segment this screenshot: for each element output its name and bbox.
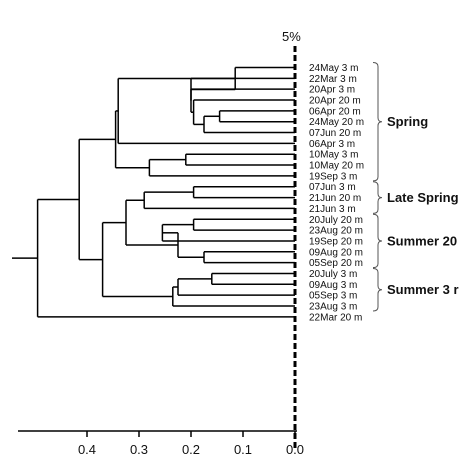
leaf-label: 20July 20 m	[309, 215, 363, 226]
leaf-label: 05Sep 20 m	[309, 258, 363, 269]
axis-tick-label: 0.1	[234, 442, 252, 457]
leaf-label: 06Apr 20 m	[309, 106, 361, 117]
leaf-label: 21Jun 20 m	[309, 193, 361, 204]
axis-tick-label: 0.4	[78, 442, 96, 457]
group-label: Spring	[387, 114, 428, 129]
cutoff-label: 5%	[282, 29, 301, 44]
leaf-label: 19Sep 20 m	[309, 236, 363, 247]
group-brackets	[372, 62, 383, 312]
group-bracket	[372, 62, 383, 182]
leaf-label: 24May 20 m	[309, 117, 364, 128]
leaf-label: 09Aug 3 m	[309, 280, 357, 291]
leaf-label: 21Jun 3 m	[309, 204, 356, 215]
group-bracket	[372, 267, 383, 312]
group-label: Late Spring	[387, 190, 459, 205]
group-label: Summer 20	[387, 233, 457, 248]
leaf-label: 22Mar 3 m	[309, 74, 357, 85]
axis-tick-label: 0.2	[182, 442, 200, 457]
leaf-label: 23Aug 3 m	[309, 301, 357, 312]
leaf-label: 24May 3 m	[309, 63, 358, 74]
group-labels: Spring Late Spring Summer 20 Summer 3 r	[387, 114, 459, 297]
leaf-label: 05Sep 3 m	[309, 291, 357, 302]
group-bracket	[372, 213, 383, 269]
leaf-label: 10May 3 m	[309, 150, 358, 161]
dendrogram-tree	[12, 66, 295, 318]
leaf-label: 10May 20 m	[309, 161, 364, 172]
group-label: Summer 3 r	[387, 282, 459, 297]
leaf-label: 06Apr 3 m	[309, 139, 355, 150]
distance-axis: 0.4 0.3 0.2 0.1 0.0	[18, 430, 304, 457]
leaf-label: 19Sep 3 m	[309, 171, 357, 182]
leaf-label: 07Jun 20 m	[309, 128, 361, 139]
leaf-label: 09Aug 20 m	[309, 247, 363, 258]
axis-tick-label: 0.3	[130, 442, 148, 457]
leaf-label: 20July 3 m	[309, 269, 357, 280]
leaf-label: 22Mar 20 m	[309, 312, 362, 323]
axis-tick-label: 0.0	[286, 442, 304, 457]
leaf-label: 20Apr 3 m	[309, 85, 355, 96]
leaf-label: 07Jun 3 m	[309, 182, 356, 193]
leaf-label: 20Apr 20 m	[309, 96, 361, 107]
group-bracket	[372, 181, 383, 214]
leaf-label: 23Aug 20 m	[309, 226, 363, 237]
